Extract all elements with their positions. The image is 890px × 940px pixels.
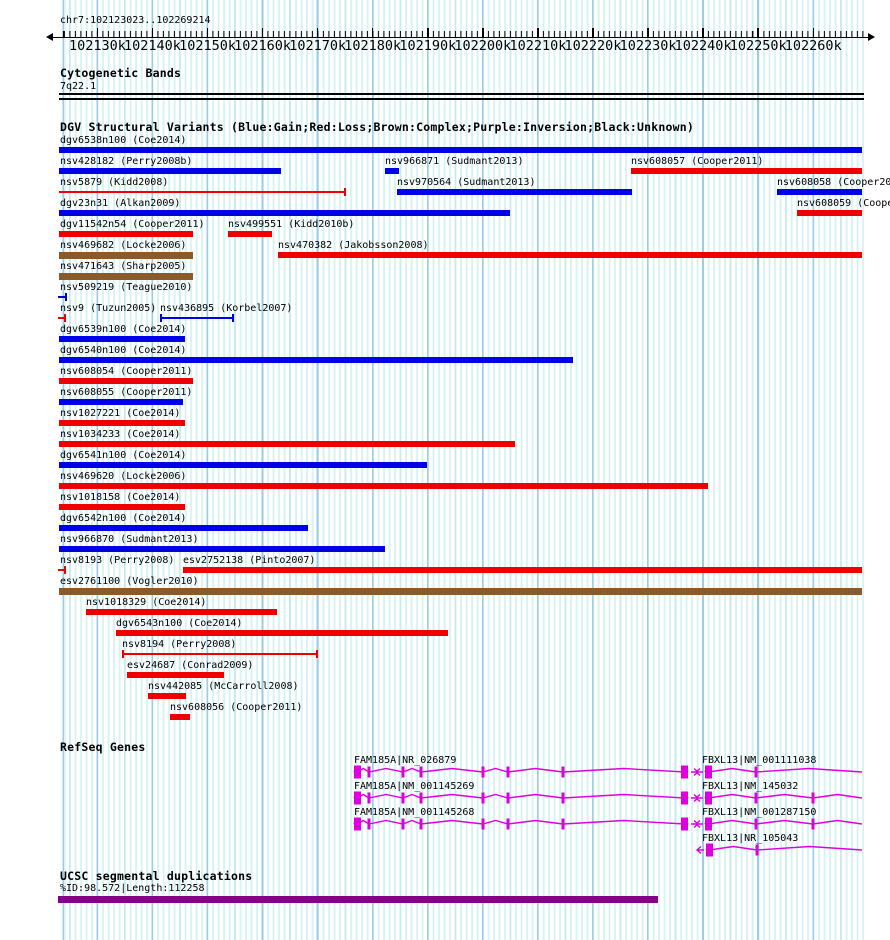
section-heading-refseq: RefSeq Genes bbox=[60, 740, 146, 754]
section-heading-segdup: UCSC segmental duplications bbox=[60, 869, 253, 883]
section-heading-dgv: DGV Structural Variants (Blue:Gain;Red:L… bbox=[60, 120, 694, 134]
section-heading-cytogenetic: Cytogenetic Bands bbox=[60, 66, 182, 80]
cytoband-label: 7q22.1 bbox=[60, 81, 97, 92]
segdup-bar[interactable] bbox=[58, 896, 658, 903]
segdup-info-label: %ID:98.572|Length:112258 bbox=[60, 883, 205, 894]
region-title: chr7:102123023..102269214 bbox=[60, 15, 211, 26]
cytoband-bar[interactable] bbox=[59, 93, 864, 100]
ruler-left-arrow-icon bbox=[46, 33, 53, 41]
grid-background bbox=[59, 0, 864, 940]
ruler-right-arrow-icon bbox=[868, 33, 875, 41]
